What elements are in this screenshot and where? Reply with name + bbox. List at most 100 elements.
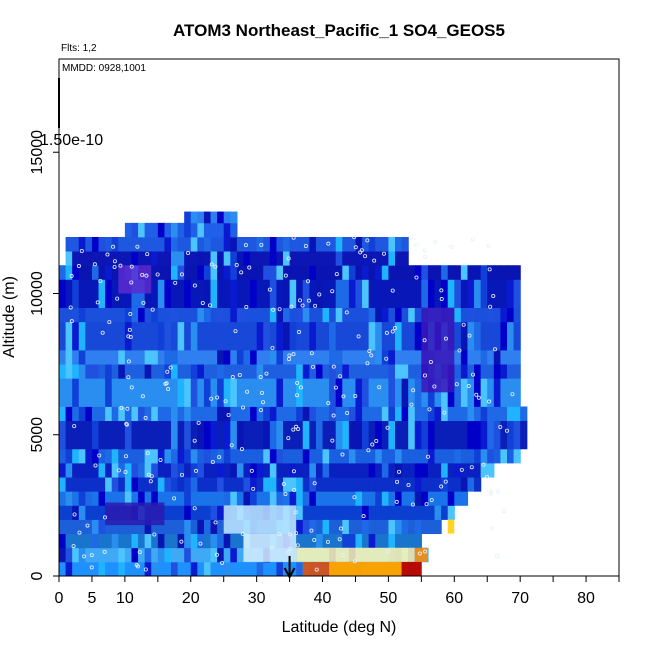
observation-point <box>179 272 184 277</box>
heatmap-cell <box>230 222 238 238</box>
heatmap-cell <box>236 533 245 549</box>
observation-point <box>353 245 358 250</box>
heatmap-cell <box>362 448 370 464</box>
heatmap-cell <box>184 222 192 238</box>
heatmap-cell <box>487 406 495 422</box>
heatmap-cell <box>118 378 126 407</box>
heatmap-cell <box>78 321 86 351</box>
heatmap-cell <box>250 349 258 365</box>
observation-point <box>173 280 178 285</box>
heatmap-cell <box>302 477 310 492</box>
heatmap-cell <box>144 462 152 478</box>
heatmap-cell <box>131 491 139 506</box>
heatmap-cell <box>500 378 508 407</box>
heatmap-cell <box>256 349 264 365</box>
observation-point <box>428 359 433 364</box>
heatmap-cell <box>256 420 264 450</box>
heatmap-cell <box>487 462 495 478</box>
observation-point <box>288 546 293 551</box>
heatmap-cell <box>124 307 133 323</box>
heatmap-cell <box>289 321 297 351</box>
heatmap-cell <box>118 406 126 422</box>
heatmap-cell <box>395 279 403 309</box>
heatmap-cell <box>329 448 337 464</box>
heatmap-cell <box>447 491 455 506</box>
heatmap-cell <box>315 251 324 266</box>
heatmap-cell <box>203 364 212 379</box>
heatmap-cell <box>296 519 304 535</box>
heatmap-cell <box>131 462 139 478</box>
heatmap-cell <box>434 491 442 506</box>
heatmap-cell <box>283 364 291 379</box>
heatmap-cell <box>144 307 152 323</box>
heatmap-cell <box>138 533 146 549</box>
observation-point <box>291 352 296 357</box>
heatmap-cell <box>197 533 205 549</box>
x-axis-label: Latitude (deg N) <box>282 619 397 636</box>
heatmap-cell <box>315 505 324 520</box>
heatmap-cell <box>184 265 192 280</box>
observation-point <box>259 242 264 247</box>
heatmap-layer <box>59 477 482 492</box>
heatmap-cell <box>283 561 291 577</box>
heatmap-cell <box>507 420 515 450</box>
heatmap-cell <box>368 533 376 549</box>
heatmap-cell <box>157 251 166 266</box>
heatmap-cell <box>342 236 350 252</box>
heatmap-cell <box>289 307 297 323</box>
heatmap-cell <box>72 251 80 266</box>
heatmap-cell <box>263 279 271 309</box>
heatmap-cell <box>177 561 185 577</box>
heatmap-cell <box>184 349 192 365</box>
heatmap-cell <box>368 378 376 407</box>
heatmap-cell <box>296 448 304 464</box>
heatmap-cell <box>250 477 258 492</box>
observation-point <box>192 506 197 511</box>
heatmap-cell <box>335 236 343 252</box>
heatmap-cell <box>309 265 317 280</box>
heatmap-cell <box>474 279 482 309</box>
observation-point <box>69 319 74 324</box>
heatmap-cell <box>98 420 106 450</box>
observation-point <box>271 307 276 312</box>
heatmap-cell <box>210 462 218 478</box>
heatmap-cell <box>355 505 363 520</box>
heatmap-cell <box>302 491 310 506</box>
heatmap-cell <box>118 477 126 492</box>
heatmap-cell <box>171 279 179 309</box>
heatmap-cell <box>236 378 245 407</box>
heatmap-cell <box>190 378 198 407</box>
observation-point <box>213 264 218 269</box>
heatmap-cell <box>487 307 495 323</box>
heatmap-cell <box>72 307 80 323</box>
heatmap-cell <box>190 477 198 492</box>
heatmap-cell <box>269 236 278 252</box>
heatmap-cell <box>131 279 139 309</box>
heatmap-cell <box>177 279 185 309</box>
heatmap-cell <box>381 505 390 520</box>
heatmap-cell <box>78 491 86 506</box>
heatmap-cell <box>124 561 133 577</box>
heatmap-cell <box>395 265 403 280</box>
heatmap-cell <box>296 307 304 323</box>
observation-point <box>172 496 177 501</box>
heatmap-cell <box>388 321 396 351</box>
heatmap-cell <box>223 420 231 450</box>
heatmap-layer <box>59 533 422 549</box>
observation-point <box>312 481 317 486</box>
x-tick-label: 0 <box>55 590 64 607</box>
heatmap-cell <box>111 462 119 478</box>
observation-point <box>369 353 374 358</box>
heatmap-cell <box>124 462 133 478</box>
heatmap-cell <box>362 406 370 422</box>
heatmap-cell <box>355 364 363 379</box>
observation-point <box>128 335 133 340</box>
heatmap-cell <box>210 533 218 549</box>
heatmap-cell <box>59 406 67 422</box>
heatmap-cell <box>381 364 390 379</box>
heatmap-cell <box>131 561 139 577</box>
heatmap-cell <box>421 448 429 464</box>
heatmap-cell <box>296 505 304 520</box>
heatmap-cell <box>309 420 317 450</box>
heatmap-cell <box>302 265 310 280</box>
